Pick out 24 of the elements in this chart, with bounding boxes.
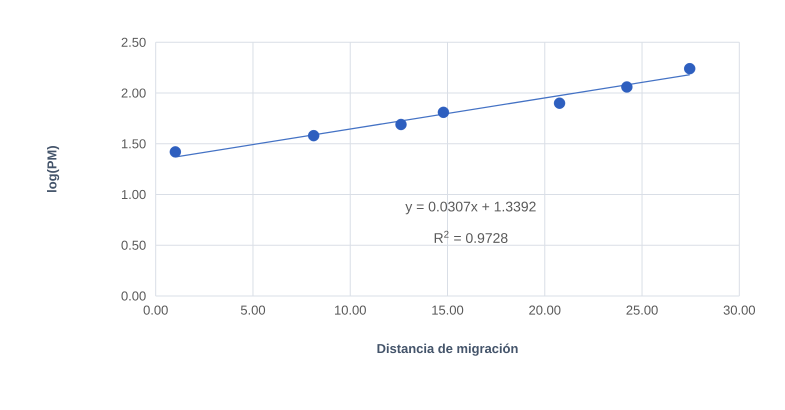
x-axis-title: Distancia de migración <box>377 344 518 356</box>
y-tick-label: 1.50 <box>122 139 146 148</box>
y-tick-label: 2.00 <box>122 88 146 98</box>
x-tick-label: 5.00 <box>240 306 266 315</box>
annotation: y = 0.0307x + 1.3392 <box>405 202 536 214</box>
x-tick-label: 0.00 <box>144 306 168 315</box>
point <box>554 97 566 109</box>
point <box>170 146 182 158</box>
y-tick-label: 2.50 <box>122 38 146 47</box>
point <box>621 81 633 93</box>
point <box>395 118 407 130</box>
x-tick-label: 25.00 <box>626 306 658 315</box>
y-axis-title: log(PM) <box>46 146 60 192</box>
x-tick-label: 20.00 <box>529 306 560 315</box>
y-tick-label: 0.50 <box>121 240 146 250</box>
point <box>438 106 450 118</box>
y-tick-label: 0.00 <box>121 291 146 301</box>
x-tick-label: 30.00 <box>724 306 756 315</box>
x-tick-label: 10.00 <box>335 306 366 315</box>
point <box>684 62 696 74</box>
point <box>308 130 320 142</box>
y-tick-label: 1.00 <box>122 190 146 200</box>
annotation: R$^{2}$ = 0.9728 <box>434 230 508 243</box>
x-tick-label: 15.00 <box>432 306 464 315</box>
